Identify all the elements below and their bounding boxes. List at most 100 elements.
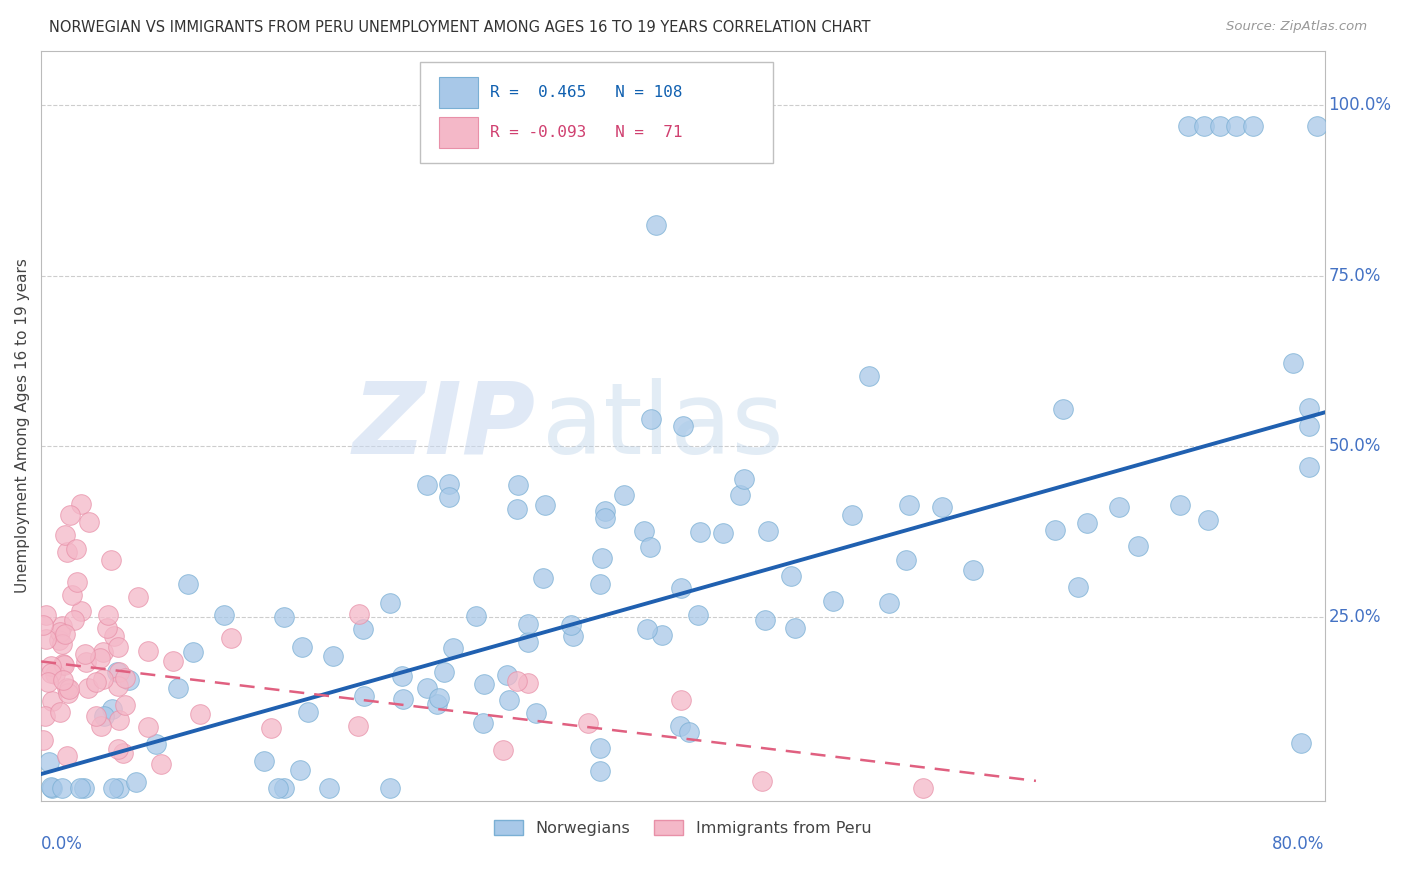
Point [37,674,59,689]
Point [48,633,70,648]
Point [150,757,173,772]
Point [39,780,62,795]
Point [138,644,160,658]
Text: 25.0%: 25.0% [1329,608,1381,626]
Point [588,764,610,778]
Point [73,780,96,795]
Point [103,630,125,644]
Point [1076,516,1098,531]
Point [273,610,295,624]
Point [75,655,97,669]
Point [516,635,538,649]
Point [534,498,557,512]
Point [35,608,58,623]
Point [162,654,184,668]
Point [898,498,921,512]
Point [711,526,734,541]
Point [672,419,695,434]
Point [562,629,585,643]
Point [35,632,58,646]
Text: Source: ZipAtlas.com: Source: ZipAtlas.com [1226,20,1367,33]
Point [55,627,77,641]
Point [669,582,692,596]
Point [912,780,935,795]
Point [1225,119,1247,133]
Text: R = -0.093   N =  71: R = -0.093 N = 71 [491,125,683,140]
Point [107,713,129,727]
Point [686,607,709,622]
Point [59,508,82,522]
Point [416,478,439,492]
Point [931,500,953,514]
Point [426,697,449,711]
Point [353,689,375,703]
Point [526,706,548,721]
Point [114,698,136,713]
Point [53,657,76,672]
Point [1298,419,1320,434]
Point [392,691,415,706]
Point [91,645,114,659]
Point [783,621,806,635]
Point [644,218,666,232]
Point [733,472,755,486]
Point [51,637,73,651]
Point [145,737,167,751]
Point [496,668,519,682]
Bar [439,77,478,109]
Point [352,623,374,637]
Text: 0.0%: 0.0% [41,835,83,853]
Point [506,501,529,516]
Point [288,763,311,777]
Point [728,488,751,502]
Point [96,621,118,635]
Point [69,780,91,795]
Point [56,681,79,695]
Point [322,648,344,663]
Point [1045,523,1067,537]
Point [65,541,87,556]
Point [638,540,661,554]
Point [103,780,125,795]
Point [267,780,290,795]
Point [1305,119,1327,133]
Point [437,476,460,491]
Point [97,607,120,622]
Point [589,577,612,591]
Point [34,709,56,723]
Point [1298,459,1320,474]
Point [415,681,437,695]
Point [41,780,63,795]
Point [63,614,86,628]
Point [633,524,655,539]
Point [41,694,63,708]
Point [823,594,845,608]
Point [751,774,773,789]
Point [1241,119,1264,133]
Point [111,746,134,760]
Point [118,673,141,687]
Point [380,780,402,795]
Point [669,693,692,707]
Point [260,721,283,735]
Y-axis label: Unemployment Among Ages 16 to 19 years: Unemployment Among Ages 16 to 19 years [15,259,30,593]
Point [498,693,520,707]
Point [108,665,131,679]
Point [1108,500,1130,514]
Point [66,574,89,589]
Point [1052,401,1074,416]
Point [38,755,60,769]
Point [107,679,129,693]
Point [896,553,918,567]
Point [297,705,319,719]
Point [506,478,529,492]
Point [101,702,124,716]
Point [31,618,53,632]
Point [31,732,53,747]
Point [188,707,211,722]
Point [506,674,529,689]
Point [52,673,75,688]
Point [441,640,464,655]
Point [221,631,243,645]
Point [439,490,461,504]
